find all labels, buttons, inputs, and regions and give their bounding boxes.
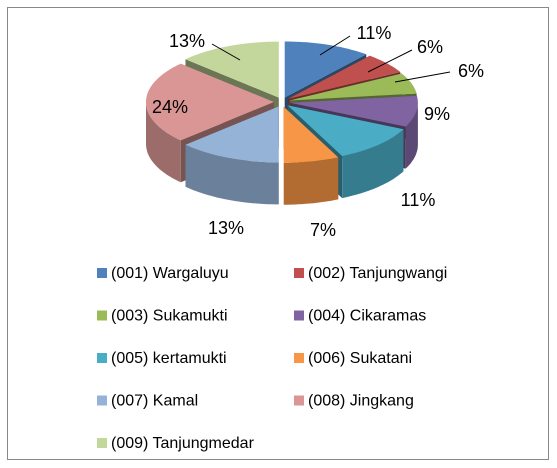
legend-swatch <box>97 353 107 363</box>
slice <box>283 106 339 163</box>
slice <box>288 55 401 99</box>
slice <box>284 41 367 98</box>
data-label: 6% <box>417 37 443 57</box>
slice-side <box>283 157 339 205</box>
slice <box>289 73 417 101</box>
legend-swatch <box>294 268 304 278</box>
legend-label: (005) kertamukti <box>111 350 227 367</box>
slice-side <box>405 102 418 169</box>
legend-label: (001) Wargaluyu <box>111 265 229 282</box>
legend-label: (007) Kamal <box>111 393 198 410</box>
slice-side <box>342 129 404 199</box>
legend-label: (009) Tanjungmedar <box>111 435 255 452</box>
legend-label: (003) Sukamukti <box>111 308 228 325</box>
legend-swatch <box>97 268 107 278</box>
leader-line <box>394 71 451 83</box>
data-label: 11% <box>357 23 392 43</box>
legend-swatch <box>97 395 107 406</box>
slice <box>185 41 279 98</box>
data-label: 11% <box>401 190 436 210</box>
slice-side <box>146 102 181 183</box>
data-label: 6% <box>458 61 484 81</box>
legend-label: (004) Cikaramas <box>308 308 426 325</box>
legend-label: (006) Sukatani <box>308 350 412 367</box>
data-label: 7% <box>310 220 336 240</box>
slice-side <box>185 144 279 205</box>
legend-swatch <box>294 353 304 363</box>
leader-line <box>367 49 413 73</box>
leader-line <box>211 43 241 61</box>
slice <box>146 63 274 141</box>
legend-swatch <box>97 438 107 448</box>
slice <box>289 95 418 127</box>
slice <box>185 106 279 163</box>
legend-swatch <box>97 310 107 321</box>
leader-line <box>319 35 351 56</box>
data-label: 9% <box>424 104 450 124</box>
legend-swatch <box>294 395 304 406</box>
data-label: 13% <box>169 31 205 51</box>
data-label: 24% <box>152 97 188 117</box>
legend-label: (002) Tanjungwangi <box>308 265 447 282</box>
slice <box>287 105 404 157</box>
data-label: 13% <box>208 218 244 238</box>
legend-swatch <box>294 310 304 321</box>
legend-label: (008) Jingkang <box>308 393 414 410</box>
